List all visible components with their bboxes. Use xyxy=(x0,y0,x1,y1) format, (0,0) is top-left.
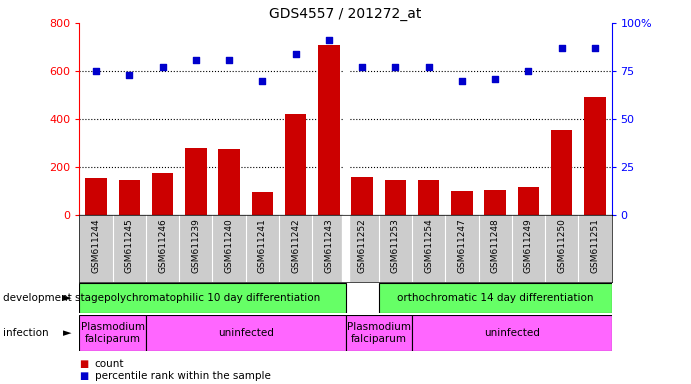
Bar xyxy=(146,315,346,351)
Point xyxy=(589,45,600,51)
Text: GSM611241: GSM611241 xyxy=(258,218,267,273)
Point xyxy=(523,68,534,74)
Text: GSM611247: GSM611247 xyxy=(457,218,466,273)
Text: Plasmodium
falciparum: Plasmodium falciparum xyxy=(81,322,144,344)
Text: ■: ■ xyxy=(79,371,88,381)
Point xyxy=(456,78,467,84)
Point xyxy=(357,64,368,70)
Text: GSM611252: GSM611252 xyxy=(358,218,367,273)
Text: ►: ► xyxy=(63,328,71,338)
Bar xyxy=(79,283,346,313)
Text: GSM611242: GSM611242 xyxy=(291,218,300,273)
Point xyxy=(556,45,567,51)
Text: GSM611249: GSM611249 xyxy=(524,218,533,273)
Point xyxy=(124,72,135,78)
Text: infection: infection xyxy=(3,328,49,338)
Point xyxy=(390,64,401,70)
Text: GSM611250: GSM611250 xyxy=(557,218,566,273)
Bar xyxy=(551,130,572,215)
Point xyxy=(323,37,334,43)
Bar xyxy=(119,180,140,215)
Text: ■: ■ xyxy=(79,359,88,369)
Bar xyxy=(584,98,606,215)
Point xyxy=(423,64,434,70)
Bar xyxy=(484,190,506,215)
Point xyxy=(290,51,301,57)
Text: ►: ► xyxy=(63,293,71,303)
Bar xyxy=(152,173,173,215)
Bar xyxy=(351,177,373,215)
Text: GSM611254: GSM611254 xyxy=(424,218,433,273)
Point xyxy=(157,64,168,70)
Text: GSM611239: GSM611239 xyxy=(191,218,200,273)
Text: percentile rank within the sample: percentile rank within the sample xyxy=(95,371,271,381)
Text: GSM611248: GSM611248 xyxy=(491,218,500,273)
Text: GSM611244: GSM611244 xyxy=(92,218,101,273)
Text: Plasmodium
falciparum: Plasmodium falciparum xyxy=(347,322,410,344)
Point xyxy=(224,56,235,63)
Point xyxy=(490,76,501,82)
Text: GSM611251: GSM611251 xyxy=(590,218,599,273)
Bar xyxy=(185,148,207,215)
Text: GSM611240: GSM611240 xyxy=(225,218,234,273)
Text: uninfected: uninfected xyxy=(484,328,540,338)
Bar xyxy=(451,191,473,215)
Bar xyxy=(418,180,439,215)
Bar xyxy=(318,45,340,215)
Text: GSM611246: GSM611246 xyxy=(158,218,167,273)
Text: GSM611245: GSM611245 xyxy=(125,218,134,273)
Text: development stage: development stage xyxy=(3,293,104,303)
Text: orthochromatic 14 day differentiation: orthochromatic 14 day differentiation xyxy=(397,293,594,303)
Bar xyxy=(385,180,406,215)
Bar xyxy=(79,315,146,351)
Text: GSM611243: GSM611243 xyxy=(324,218,333,273)
Text: GSM611253: GSM611253 xyxy=(391,218,400,273)
Bar xyxy=(252,192,273,215)
Title: GDS4557 / 201272_at: GDS4557 / 201272_at xyxy=(269,7,422,21)
Text: polychromatophilic 10 day differentiation: polychromatophilic 10 day differentiatio… xyxy=(104,293,321,303)
Text: count: count xyxy=(95,359,124,369)
Bar xyxy=(412,315,612,351)
Bar xyxy=(379,283,612,313)
Text: uninfected: uninfected xyxy=(218,328,274,338)
Bar xyxy=(285,114,306,215)
Point xyxy=(190,56,201,63)
Bar xyxy=(218,149,240,215)
Bar xyxy=(85,178,107,215)
Bar xyxy=(518,187,539,215)
Point xyxy=(257,78,268,84)
Bar xyxy=(346,315,412,351)
Point xyxy=(91,68,102,74)
